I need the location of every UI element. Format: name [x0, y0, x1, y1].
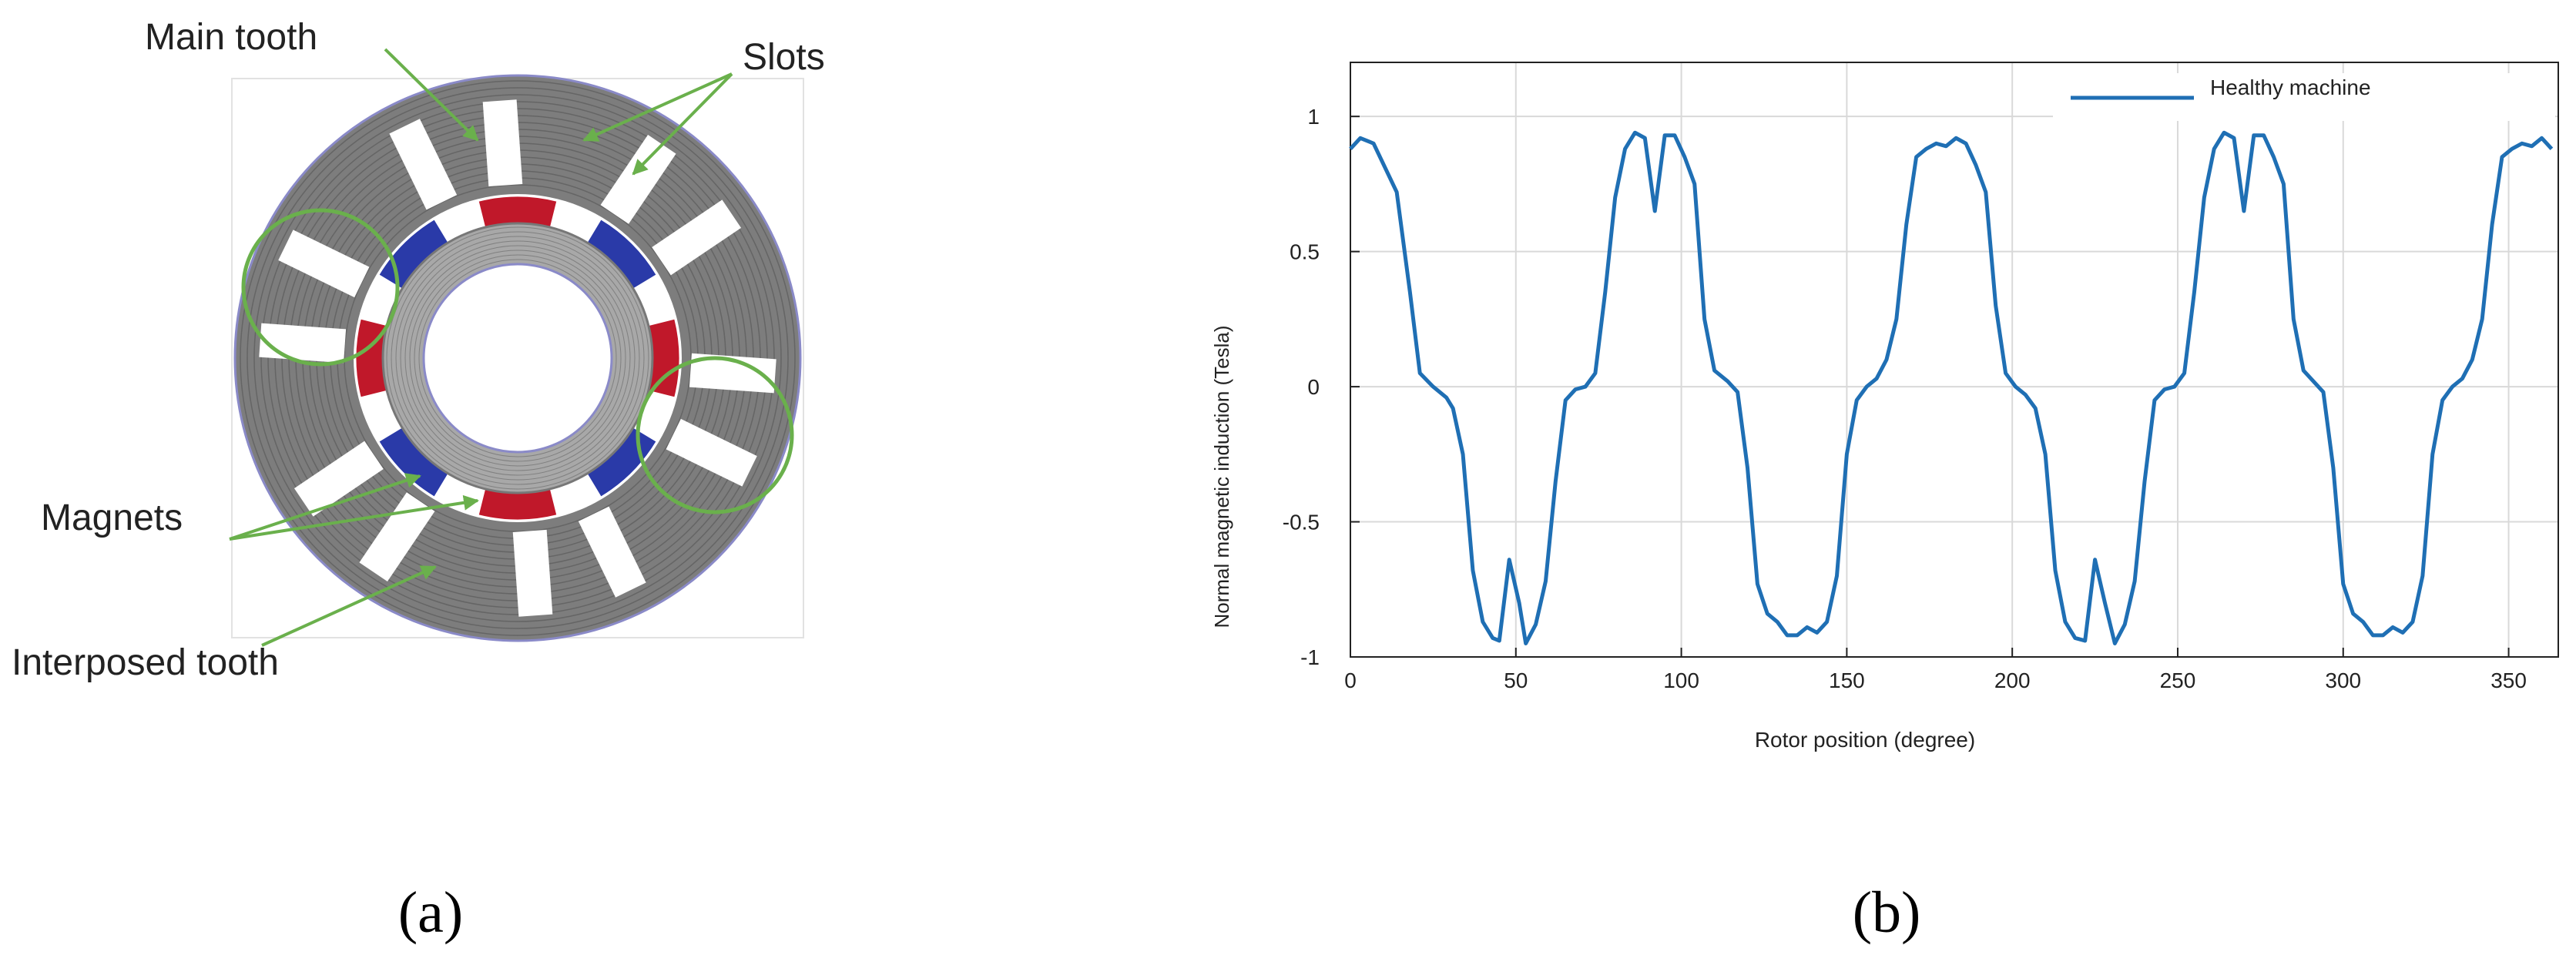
x-tick-label: 350: [2490, 668, 2527, 692]
slot: [600, 134, 676, 224]
plot-frame: [1350, 62, 2559, 658]
rotor-line: [418, 259, 617, 457]
slot: [278, 230, 370, 298]
rotor-lines: [386, 226, 649, 490]
rotor-line: [400, 240, 636, 476]
diagram-label: Slots: [743, 37, 825, 78]
y-tick-label: -1: [1300, 645, 1320, 669]
x-tick-label: 250: [2160, 668, 2196, 692]
highlight-circle: [241, 208, 400, 367]
field-line: [253, 94, 782, 622]
slot: [512, 529, 553, 617]
slot: [578, 506, 646, 598]
arrow: [582, 72, 733, 142]
y-tick-label: 0.5: [1290, 240, 1320, 264]
x-tick-label: 100: [1663, 668, 1699, 692]
x-axis-label: Rotor position (degree): [1755, 728, 1975, 752]
field-line: [247, 87, 789, 629]
x-tick-label: 150: [1829, 668, 1865, 692]
rotor-line: [404, 245, 631, 471]
arrow: [632, 72, 733, 176]
rotor-line: [409, 250, 626, 467]
diagram-label: Magnets: [41, 498, 183, 538]
rotor-line: [414, 254, 622, 462]
panel-label: (b): [1853, 880, 1921, 945]
x-tick-label: 200: [1994, 668, 2031, 692]
slot: [359, 492, 435, 582]
bore: [422, 263, 613, 454]
slot: [666, 418, 757, 487]
field-line: [344, 184, 692, 532]
rotor-line: [395, 236, 640, 481]
slot: [482, 99, 523, 187]
arrow: [261, 565, 437, 647]
x-tick-label: 50: [1504, 668, 1528, 692]
y-tick-label: -0.5: [1283, 511, 1320, 534]
arrow: [229, 473, 421, 541]
slots: [259, 99, 776, 617]
slot: [652, 199, 742, 276]
series-line: [1349, 130, 2554, 645]
y-axis-label: Normal magnetic induction (Tesla): [1210, 325, 1233, 628]
slot: [259, 323, 347, 364]
rotor-line: [391, 231, 645, 485]
slot: [389, 119, 458, 210]
diagram-label: Interposed tooth: [12, 642, 279, 683]
panel-label: (a): [398, 880, 463, 945]
motor-diagram: Main tooth Slots Magnets Interposed toot…: [12, 17, 825, 683]
y-tick-label: 1: [1307, 105, 1320, 129]
field-line: [267, 108, 768, 608]
field-line: [260, 101, 775, 615]
slot: [293, 441, 384, 517]
y-tick-label: 0: [1307, 375, 1320, 399]
legend-label: Healthy machine: [2210, 75, 2371, 99]
x-tick-label: 300: [2325, 668, 2361, 692]
arrow: [229, 494, 479, 541]
rotor-line: [386, 226, 649, 490]
highlight-circle: [636, 356, 794, 514]
field-line: [240, 80, 796, 636]
x-tick-label: 0: [1344, 668, 1357, 692]
slot: [689, 353, 776, 394]
arrow: [384, 48, 479, 142]
diagram-label: Main tooth: [145, 17, 317, 58]
